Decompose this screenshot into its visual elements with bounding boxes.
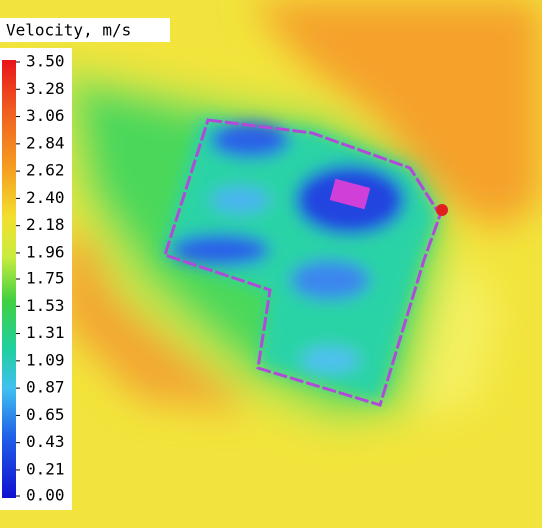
colorbar-label: 2.62	[26, 161, 65, 180]
block	[329, 178, 371, 210]
colorbar-label: 2.40	[26, 188, 65, 207]
colorbar-label: 2.18	[26, 215, 65, 234]
colorbar-label: 3.06	[26, 106, 65, 125]
colorbar-label: 0.65	[26, 405, 65, 424]
colorbar-label: 1.53	[26, 296, 65, 315]
colorbar-label: 3.28	[26, 79, 65, 98]
colorbar-label: 1.75	[26, 269, 65, 288]
colorbar-label: 0.00	[26, 486, 65, 505]
colorbar	[2, 60, 16, 498]
colorbar-label: 0.43	[26, 432, 65, 451]
building-outline	[163, 118, 442, 407]
colorbar-label: 1.31	[26, 323, 65, 342]
colorbar-label: 3.50	[26, 52, 65, 71]
colorbar-label: 1.96	[26, 242, 65, 261]
legend-title-box	[0, 18, 170, 42]
colorbar-label: 0.87	[26, 378, 65, 397]
colorbar-label: 2.84	[26, 133, 65, 152]
colorbar-label: 1.09	[26, 350, 65, 369]
legend-title: Velocity, m/s	[6, 21, 131, 40]
hotspot	[436, 204, 448, 216]
colorbar-label: 0.21	[26, 459, 65, 478]
